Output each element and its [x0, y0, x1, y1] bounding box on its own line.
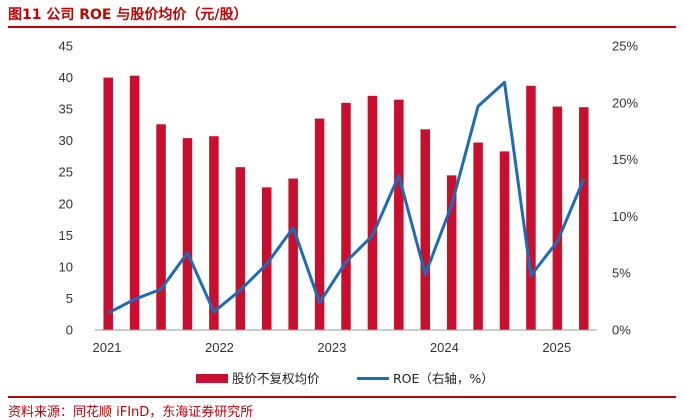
left-axis-tick-label: 35 [59, 102, 73, 117]
left-axis-tick-label: 15 [59, 228, 73, 243]
x-axis-tick-label: 2022 [205, 340, 234, 355]
price-bar [446, 175, 457, 330]
price-bar [341, 102, 351, 330]
legend: 股价不复权均价 ROE（右轴，%） [196, 371, 494, 386]
right-axis-tick-label: 0% [612, 323, 631, 338]
price-bar [367, 95, 378, 330]
price-bar [288, 178, 298, 330]
price-bar [394, 99, 404, 331]
price-bar [552, 106, 563, 330]
price-bar [156, 124, 166, 330]
price-bar [103, 77, 113, 330]
left-axis-tick-label: 10 [59, 259, 73, 274]
x-axis-tick-label: 2025 [542, 340, 571, 355]
right-axis-tick-label: 5% [612, 266, 631, 281]
price-bar [420, 129, 431, 330]
left-axis-tick-label: 5 [66, 291, 73, 306]
right-axis-tick-label: 10% [612, 209, 638, 224]
x-axis-tick-label: 2024 [430, 340, 459, 355]
x-axis-tick-label: 2021 [93, 340, 122, 355]
price-bar [473, 142, 483, 330]
price-bar [235, 167, 246, 330]
source-note: 资料来源：同花顺 iFInD，东海证券研究所 [8, 405, 254, 420]
price-bar [209, 136, 219, 330]
left-axis-tick-label: 25 [59, 165, 73, 180]
roe-series-line [107, 80, 586, 315]
x-axis-tick-label: 2023 [317, 340, 346, 355]
price-bar [579, 107, 589, 331]
title-rule [8, 26, 676, 28]
price-bar [526, 85, 536, 330]
left-axis-tick-label: 30 [59, 133, 73, 148]
left-axis-tick-label: 0 [66, 323, 73, 338]
right-axis-tick-label: 25% [612, 39, 638, 54]
left-axis-tick-label: 45 [59, 39, 73, 54]
price-bar [261, 187, 272, 330]
price-bars [103, 75, 589, 331]
right-axis-tick-label: 15% [612, 152, 638, 167]
price-bar [129, 75, 140, 330]
source-rule [8, 396, 676, 398]
legend-bar-swatch [196, 374, 228, 383]
roe-line [107, 80, 586, 315]
price-bar [499, 151, 510, 330]
price-bar [182, 138, 193, 330]
right-axis-tick-label: 20% [612, 95, 638, 110]
legend-bar-label: 股价不复权均价 [232, 371, 320, 386]
left-axis-tick-label: 40 [59, 70, 73, 85]
price-bar [314, 118, 325, 330]
left-axis-tick-label: 20 [59, 196, 73, 211]
figure-title: 图11 公司 ROE 与股价均价（元/股） [8, 7, 248, 23]
legend-line-label: ROE（右轴，%） [393, 371, 494, 386]
